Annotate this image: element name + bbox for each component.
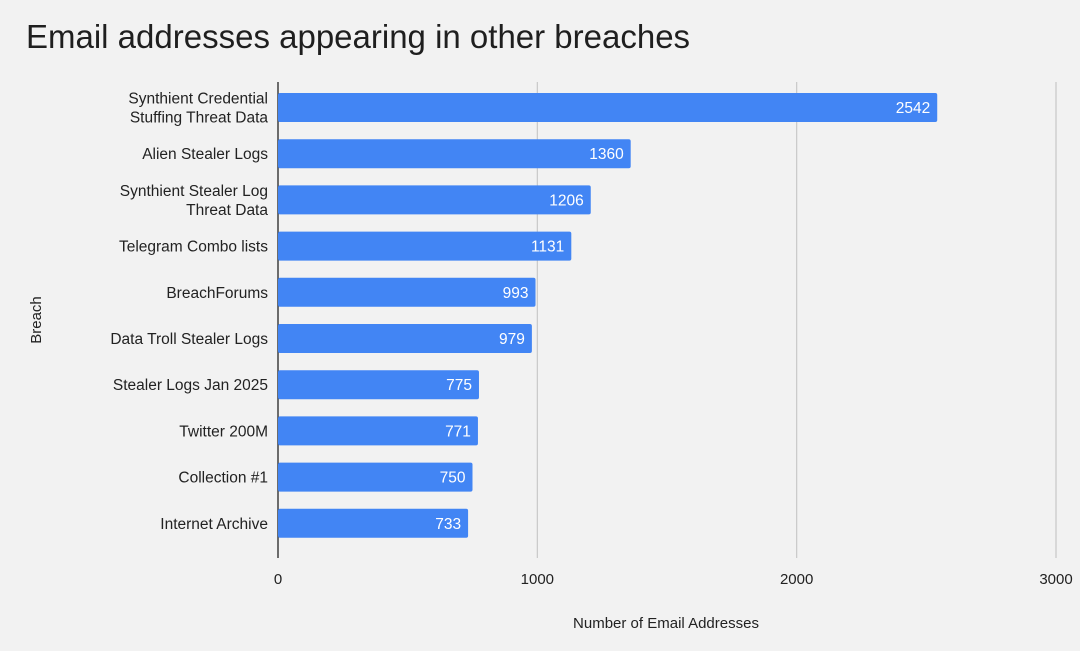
bar [278, 508, 469, 538]
category-label: Twitter 200M [179, 423, 268, 440]
bar [278, 231, 572, 261]
category-label: Alien Stealer Logs [142, 146, 268, 163]
x-tick-label: 0 [274, 571, 282, 588]
bar-value-label: 1206 [549, 192, 583, 209]
bar [278, 370, 479, 400]
bar [278, 462, 473, 492]
category-label: Synthient Credential Stuffing Threat Data [128, 91, 268, 127]
bar-value-label: 979 [499, 331, 525, 348]
chart-title: Email addresses appearing in other breac… [26, 18, 691, 55]
bar [278, 185, 591, 215]
data-labels: 2542 1360 1206 1131 993 979 775 771 750 733 [435, 100, 930, 533]
x-tick-label: 2000 [780, 571, 813, 588]
bar-value-label: 775 [446, 377, 472, 394]
x-axis-ticks: 0 1000 2000 3000 [274, 571, 1073, 588]
x-tick-label: 1000 [521, 571, 554, 588]
category-labels: Synthient Credential Stuffing Threat Data… [110, 91, 268, 533]
bar-value-label: 733 [435, 516, 461, 533]
category-label: Data Troll Stealer Logs [110, 331, 268, 348]
category-label: Internet Archive [160, 516, 268, 533]
category-label: Stealer Logs Jan 2025 [113, 377, 268, 394]
bar [278, 93, 938, 122]
bar [278, 324, 532, 353]
bar [278, 416, 478, 446]
bar-value-label: 750 [440, 470, 466, 487]
bar-value-label: 1360 [589, 146, 624, 163]
bar-value-label: 2542 [896, 100, 930, 117]
category-label: BreachForums [166, 285, 268, 302]
x-tick-label: 3000 [1039, 571, 1072, 588]
y-axis-label: Breach [28, 296, 45, 344]
category-label: Telegram Combo lists [119, 239, 268, 256]
bar-value-label: 993 [503, 285, 529, 302]
bar-value-label: 771 [445, 423, 471, 440]
category-label: Synthient Stealer Log Threat Data [120, 183, 269, 219]
bar-value-label: 1131 [531, 239, 564, 256]
bar [278, 277, 536, 307]
bars [278, 93, 938, 538]
category-label: Collection #1 [178, 470, 268, 487]
bar [278, 139, 631, 169]
x-axis-label: Number of Email Addresses [573, 615, 759, 632]
